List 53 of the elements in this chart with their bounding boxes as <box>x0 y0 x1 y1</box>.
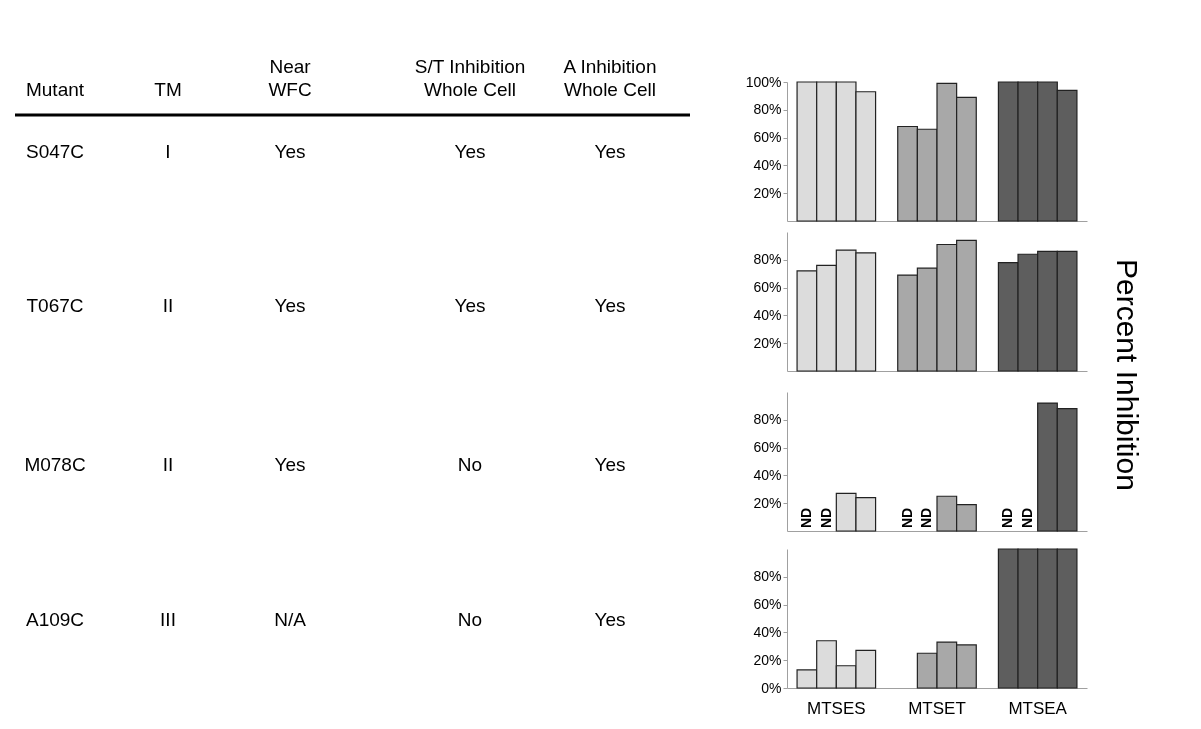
y-tick-label: 60% <box>753 439 782 456</box>
category-label: S/T Inhibition Whole Cell <box>414 56 526 100</box>
x-tick-label: MTSET <box>908 698 966 718</box>
y-tick-label: 80% <box>753 251 782 268</box>
y-tick-label: 20% <box>753 651 782 668</box>
text: ND <box>999 507 1016 528</box>
text: T067C <box>26 295 84 316</box>
text: Yes <box>594 141 626 162</box>
x-tick-label: MTSES <box>807 698 866 718</box>
y-tick-label: 80% <box>753 101 782 118</box>
y-tick-label: 100% <box>745 73 782 90</box>
y-tick-label: 40% <box>753 466 782 483</box>
y-tick-label: 60% <box>753 129 782 146</box>
text: N/A <box>274 609 306 630</box>
category-label: A Inhibition Whole Cell <box>563 56 657 100</box>
category-label: Mutant <box>25 79 85 100</box>
text: ND <box>797 507 814 528</box>
y-tick-label: 20% <box>753 334 782 351</box>
text: S047C <box>25 141 85 162</box>
y-tick-label: 80% <box>753 411 782 428</box>
text: Yes <box>274 295 306 316</box>
y-tick-label: 60% <box>753 279 782 296</box>
text: ND <box>817 507 834 528</box>
y-tick-label: 40% <box>753 156 782 173</box>
x-tick-label: MTSEA <box>1008 698 1068 718</box>
text: Yes <box>274 454 306 475</box>
text: Yes <box>454 141 486 162</box>
text: Yes <box>274 141 306 162</box>
y-tick-label: 40% <box>753 306 782 323</box>
text: ND <box>918 507 935 528</box>
y-tick-label: 60% <box>753 596 782 613</box>
text: Yes <box>454 295 486 316</box>
text: ND <box>898 507 915 528</box>
text: I <box>165 141 171 162</box>
y-tick-label: 0% <box>761 679 782 696</box>
text: Yes <box>594 454 626 475</box>
text: No <box>457 454 483 475</box>
y-tick-label: 20% <box>753 494 782 511</box>
text: III <box>160 609 176 630</box>
category-label: Near WFC <box>268 56 312 100</box>
y-tick-label: 20% <box>753 184 782 201</box>
text: II <box>162 295 174 316</box>
y-tick-label: 40% <box>753 623 782 640</box>
text: M078C <box>24 454 86 475</box>
text: Yes <box>594 609 626 630</box>
text: A109C <box>25 609 85 630</box>
category-label: TM <box>154 79 182 100</box>
y-tick-label: 80% <box>753 568 782 585</box>
text: ND <box>1018 507 1035 528</box>
text: Yes <box>594 295 626 316</box>
text: No <box>457 609 483 630</box>
text: II <box>162 454 174 475</box>
y-axis-title: Percent Inhibition <box>1110 258 1144 493</box>
